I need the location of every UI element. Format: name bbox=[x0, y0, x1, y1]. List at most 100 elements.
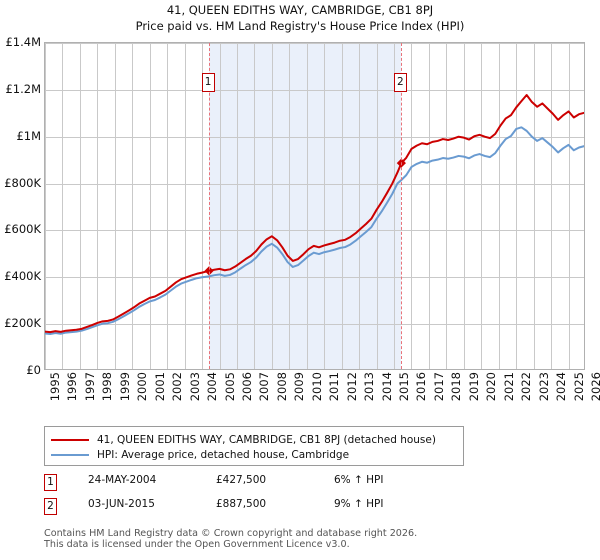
chart-title-line-2: Price paid vs. HM Land Registry's House … bbox=[135, 19, 465, 33]
gridline-vertical bbox=[394, 43, 396, 369]
table-row: 1 24-MAY-2004 £427,500 6% ↑ HPI bbox=[44, 474, 514, 498]
x-tick-label: 2014 bbox=[379, 372, 394, 402]
x-tick-label: 2004 bbox=[205, 372, 220, 402]
gridline-vertical bbox=[463, 43, 465, 369]
x-tick-label: 2012 bbox=[344, 372, 359, 402]
x-axis-labels: 1995 1996 1997 1998 1999 2000 2001 2002 2003 2004… bbox=[44, 372, 600, 418]
gridline-horizontal bbox=[45, 89, 584, 91]
gridline-vertical bbox=[62, 43, 64, 369]
sale-index-1: 1 bbox=[44, 474, 57, 491]
y-tick-label: £200K bbox=[4, 316, 41, 331]
x-tick-label: 2006 bbox=[239, 372, 254, 402]
gridline-vertical bbox=[184, 43, 186, 369]
gridline-vertical bbox=[45, 43, 46, 369]
gridline-vertical bbox=[254, 43, 256, 369]
gridline-vertical bbox=[236, 43, 238, 369]
chart-plot-area bbox=[44, 42, 585, 370]
sale-date-2: 03-JUN-2015 bbox=[88, 498, 155, 510]
sale-hpi-delta-1: 6% ↑ HPI bbox=[334, 474, 384, 486]
legend-swatch-hpi bbox=[51, 453, 89, 456]
x-tick-label: 2001 bbox=[152, 372, 167, 402]
x-tick-label: 2003 bbox=[187, 372, 202, 402]
gridline-vertical bbox=[568, 43, 570, 369]
gridline-vertical bbox=[79, 43, 81, 369]
x-tick-label: 2009 bbox=[292, 372, 307, 402]
gridline-horizontal bbox=[45, 277, 584, 279]
sale-date-1: 24-MAY-2004 bbox=[88, 474, 157, 486]
gridline-vertical bbox=[149, 43, 151, 369]
x-tick-label: 2025 bbox=[571, 372, 586, 402]
gridline-vertical bbox=[219, 43, 221, 369]
gridline-vertical bbox=[533, 43, 535, 369]
line-property-price bbox=[45, 94, 584, 334]
gridline-vertical bbox=[114, 43, 116, 369]
sale-price-1: £427,500 bbox=[216, 474, 267, 486]
x-tick-label: 2008 bbox=[274, 372, 289, 402]
gridline-horizontal bbox=[45, 136, 584, 138]
event-marker-box-1: 1 bbox=[201, 73, 215, 92]
page-title: 41, QUEEN EDITHS WAY, CAMBRIDGE, CB1 8PJ… bbox=[0, 2, 600, 34]
footer-line-1: Contains HM Land Registry data © Crown c… bbox=[44, 528, 418, 539]
y-tick-label: £1.2M bbox=[5, 81, 41, 96]
sales-table: 1 24-MAY-2004 £427,500 6% ↑ HPI 2 03-JUN… bbox=[44, 474, 514, 522]
x-tick-label: 2019 bbox=[466, 372, 481, 402]
x-tick-label: 1997 bbox=[82, 372, 97, 402]
event-line-2 bbox=[401, 43, 403, 369]
x-tick-label: 2018 bbox=[449, 372, 464, 402]
x-tick-label: 2013 bbox=[362, 372, 377, 402]
x-tick-label: 2016 bbox=[414, 372, 429, 402]
gridline-vertical bbox=[289, 43, 291, 369]
x-tick-label: 1996 bbox=[65, 372, 80, 402]
x-tick-label: 2020 bbox=[484, 372, 499, 402]
y-axis-labels: £0 £200K £400K £600K £800K £1M £1.2M £1.4M bbox=[0, 35, 44, 377]
ownership-period-shading bbox=[209, 43, 402, 369]
x-tick-label: 2023 bbox=[536, 372, 551, 402]
legend-item-hpi: HPI: Average price, detached house, Camb… bbox=[51, 447, 457, 462]
y-tick-label: £1M bbox=[16, 128, 41, 143]
y-tick-label: £1.4M bbox=[5, 35, 41, 49]
x-tick-label: 2011 bbox=[327, 372, 342, 402]
x-tick-label: 1999 bbox=[117, 372, 132, 402]
chart-legend: 41, QUEEN EDITHS WAY, CAMBRIDGE, CB1 8PJ… bbox=[44, 426, 464, 466]
gridline-horizontal bbox=[45, 230, 584, 232]
y-tick-label: £0 bbox=[26, 363, 41, 377]
gridline-vertical bbox=[132, 43, 134, 369]
gridline-vertical bbox=[271, 43, 273, 369]
gridline-horizontal bbox=[45, 183, 584, 185]
x-tick-label: 2000 bbox=[135, 372, 150, 402]
x-tick-label: 1995 bbox=[48, 372, 62, 402]
y-tick-label: £800K bbox=[4, 175, 41, 190]
gridline-vertical bbox=[167, 43, 169, 369]
legend-label-hpi: HPI: Average price, detached house, Camb… bbox=[97, 448, 350, 461]
sale-hpi-delta-2: 9% ↑ HPI bbox=[334, 498, 384, 510]
x-tick-label: 2024 bbox=[554, 372, 569, 402]
footer-attribution: Contains HM Land Registry data © Crown c… bbox=[44, 528, 584, 550]
gridline-vertical bbox=[498, 43, 500, 369]
gridline-vertical bbox=[481, 43, 483, 369]
gridline-vertical bbox=[202, 43, 204, 369]
x-tick-label: 2021 bbox=[501, 372, 516, 402]
legend-swatch-property bbox=[51, 438, 89, 441]
gridline-horizontal bbox=[45, 324, 584, 326]
gridline-vertical bbox=[411, 43, 413, 369]
sale-price-2: £887,500 bbox=[216, 498, 267, 510]
x-tick-label: 2005 bbox=[222, 372, 237, 402]
gridline-vertical bbox=[376, 43, 378, 369]
y-tick-label: £400K bbox=[4, 269, 41, 284]
x-tick-label: 2022 bbox=[519, 372, 534, 402]
gridline-vertical bbox=[341, 43, 343, 369]
y-tick-label: £600K bbox=[4, 222, 41, 237]
gridline-vertical bbox=[97, 43, 99, 369]
gridline-vertical bbox=[446, 43, 448, 369]
line-hpi-average bbox=[45, 126, 584, 335]
event-marker-box-2: 2 bbox=[393, 73, 407, 92]
gridline-vertical bbox=[359, 43, 361, 369]
gridline-vertical bbox=[324, 43, 326, 369]
gridline-vertical bbox=[516, 43, 518, 369]
x-tick-label: 2017 bbox=[431, 372, 446, 402]
x-tick-label: 2026 bbox=[589, 372, 600, 402]
footer-line-2: This data is licensed under the Open Gov… bbox=[44, 539, 350, 550]
gridline-horizontal bbox=[45, 43, 584, 44]
x-tick-label: 2007 bbox=[257, 372, 272, 402]
legend-item-property: 41, QUEEN EDITHS WAY, CAMBRIDGE, CB1 8PJ… bbox=[51, 432, 457, 447]
